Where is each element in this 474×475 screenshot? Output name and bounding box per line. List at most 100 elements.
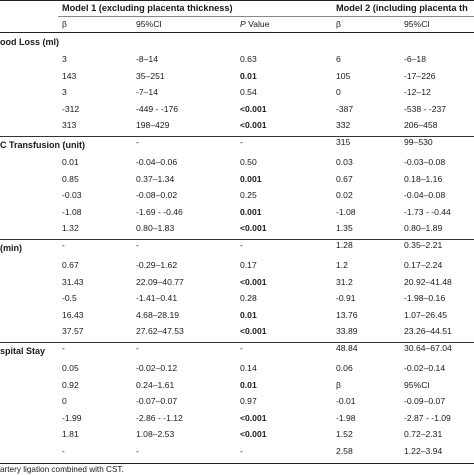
section-title: spital Stay [0, 346, 46, 356]
cell-ci1: 4.68–28.19 [136, 310, 180, 320]
cell-p: <0.001 [240, 120, 267, 130]
cell-b2: -0.01 [336, 396, 356, 406]
cell-b2: 13.76 [336, 310, 358, 320]
cell-ci1: -2.86 - -1.12 [136, 413, 183, 423]
top-rule [0, 0, 474, 1]
cell-b1: -0.03 [62, 190, 82, 200]
model2-header: Model 2 (including placenta th [336, 3, 468, 13]
cell-b1: 31.43 [62, 277, 84, 287]
cell-b1: 3 [62, 54, 67, 64]
cell-p: 0.01 [240, 71, 257, 81]
cell-ci1: 198–429 [136, 120, 170, 130]
cell-ci2: 20.92–41.48 [404, 277, 452, 287]
cell-b2: 315 [336, 137, 351, 147]
cell-p: <0.001 [240, 277, 267, 287]
cell-ci2: 30.64–67.04 [404, 343, 452, 353]
header-underline [58, 16, 474, 17]
cell-p: <0.001 [240, 104, 267, 114]
cell-b2: -387 [336, 104, 354, 114]
cell-ci2: 0.80–1.89 [404, 223, 443, 233]
section-rule [0, 342, 474, 343]
cell-b1: -1.08 [62, 207, 82, 217]
cell-b1: - [62, 446, 65, 456]
cell-ci2: -0.09–0.07 [404, 396, 446, 406]
cell-ci1: -0.04–0.06 [136, 157, 178, 167]
cell-ci2: 23.26–44.51 [404, 326, 452, 336]
cell-b1: 313 [62, 120, 77, 130]
subheader-rule [0, 32, 474, 33]
cell-ci2: 0.72–2.31 [404, 429, 443, 439]
cell-p: 0.001 [240, 174, 262, 184]
cell-ci1: - [136, 343, 139, 353]
cell-ci1: -1.69 - -0.46 [136, 207, 183, 217]
cell-b2: 33.89 [336, 326, 358, 336]
cell-b1: 3 [62, 87, 67, 97]
footnote: artery ligation combined with CST. [0, 465, 124, 474]
cell-b1: 16.43 [62, 310, 84, 320]
cell-b1: 143 [62, 71, 77, 81]
col-p-value: P Value [240, 19, 270, 29]
cell-p: <0.001 [240, 413, 267, 423]
section-title: (min) [0, 243, 22, 253]
cell-ci1: - [136, 240, 139, 250]
cell-p: 0.001 [240, 207, 262, 217]
cell-b2: 332 [336, 120, 351, 130]
cell-p: <0.001 [240, 429, 267, 439]
cell-b1: 0 [62, 396, 67, 406]
cell-ci1: -8–14 [136, 54, 158, 64]
cell-b1: 0.05 [62, 363, 79, 373]
cell-p: - [240, 240, 243, 250]
cell-b2: 31.2 [336, 277, 353, 287]
cell-ci2: 0.17–2.24 [404, 260, 443, 270]
cell-ci2: -17–226 [404, 71, 436, 81]
cell-b2: 105 [336, 71, 351, 81]
cell-ci1: -449 - -176 [136, 104, 179, 114]
cell-ci1: 22.09–40.77 [136, 277, 184, 287]
cell-b2: 0.02 [336, 190, 353, 200]
model1-header: Model 1 (excluding placenta thickness) [62, 3, 233, 13]
cell-b2: 0.03 [336, 157, 353, 167]
col-ci-2: 95%CI [404, 19, 430, 29]
cell-b1: 0.67 [62, 260, 79, 270]
cell-p: 0.28 [240, 293, 257, 303]
cell-b1: 0.85 [62, 174, 79, 184]
section-title: ood Loss (ml) [0, 37, 59, 47]
cell-b2: 0.06 [336, 363, 353, 373]
cell-ci1: 1.08–2.53 [136, 429, 175, 439]
cell-ci1: -7–14 [136, 87, 158, 97]
cell-ci1: - [136, 137, 139, 147]
cell-p: - [240, 446, 243, 456]
cell-ci2: 1.22–3.94 [404, 446, 443, 456]
cell-b1: 0.92 [62, 380, 79, 390]
cell-ci1: -0.08–0.02 [136, 190, 178, 200]
cell-b1: 0.01 [62, 157, 79, 167]
cell-p: 0.97 [240, 396, 257, 406]
cell-b2: 1.2 [336, 260, 348, 270]
cell-p: 0.17 [240, 260, 257, 270]
cell-ci2: 0.18–1.16 [404, 174, 443, 184]
cell-ci1: - [136, 446, 139, 456]
cell-b2: -1.98 [336, 413, 356, 423]
cell-p: <0.001 [240, 326, 267, 336]
section-rule [0, 239, 474, 240]
cell-ci1: 0.37–1.34 [136, 174, 175, 184]
cell-ci2: -12–12 [404, 87, 431, 97]
cell-p: - [240, 137, 243, 147]
cell-ci1: 0.24–1.61 [136, 380, 175, 390]
cell-b1: - [62, 343, 65, 353]
col-ci-1: 95%CI [136, 19, 162, 29]
cell-b2: 6 [336, 54, 341, 64]
cell-b1: -312 [62, 104, 80, 114]
cell-b1: 37.57 [62, 326, 84, 336]
cell-ci1: 27.62–47.53 [136, 326, 184, 336]
cell-ci2: -0.03–0.08 [404, 157, 446, 167]
cell-ci1: -0.02–0.12 [136, 363, 178, 373]
cell-b1: -0.5 [62, 293, 77, 303]
cell-ci2: -6–18 [404, 54, 426, 64]
cell-b2: 1.35 [336, 223, 353, 233]
cell-p: 0.54 [240, 87, 257, 97]
cell-b1: - [62, 240, 65, 250]
cell-ci1: 0.80–1.83 [136, 223, 175, 233]
cell-b1: - [62, 137, 65, 147]
